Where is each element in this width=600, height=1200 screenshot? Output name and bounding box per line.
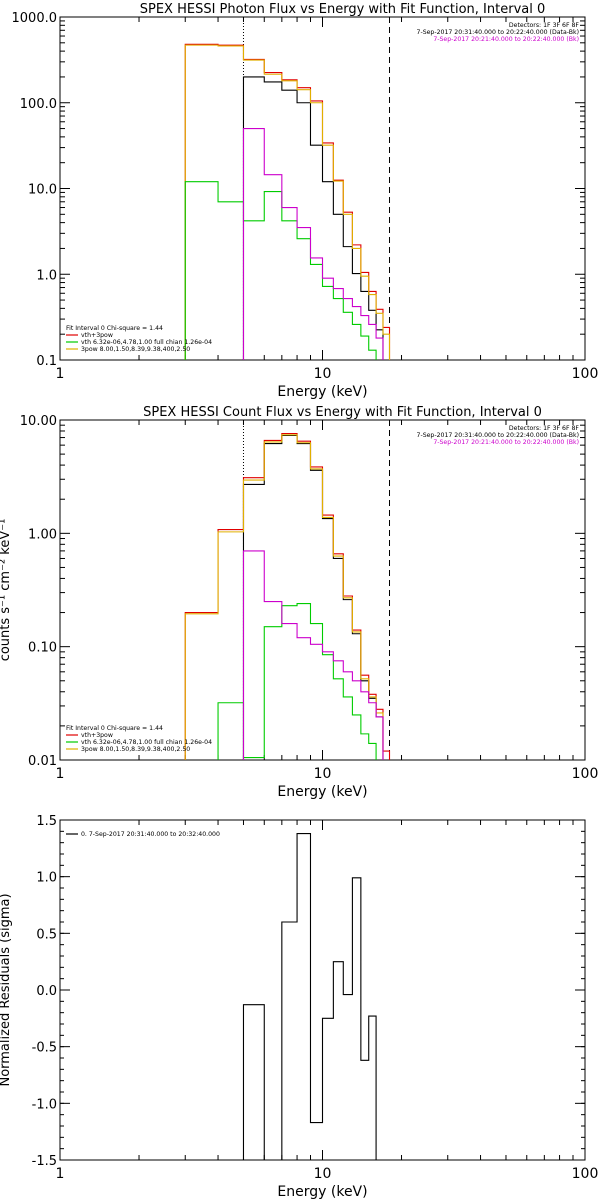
- series-line-1: [242, 76, 384, 360]
- legend-label: vth 6.32e-06,4.78,1.00 full chian 1.26e-…: [81, 339, 212, 346]
- series-group: [184, 432, 391, 760]
- series-group: [242, 833, 377, 1160]
- series-group: [184, 43, 391, 360]
- chart-title: SPEX HESSI Count Flux vs Energy with Fit…: [143, 405, 542, 420]
- y-tick-label: 1.00: [28, 527, 57, 542]
- x-tick-label: 10: [314, 1166, 332, 1182]
- chart-3: 1 10 100 -1.5 -1.0 -0.5 0.0 0.5 1.0 1.5 Energy (ke…: [0, 814, 598, 1200]
- x-tick-label: 10: [314, 366, 332, 382]
- y-tick-label: 1.0: [36, 268, 57, 283]
- y-axis-label: Normalized Residuals (sigma): [0, 893, 13, 1086]
- x-tick-label: 100: [572, 1166, 599, 1182]
- x-axis-label: Energy (keV): [277, 384, 367, 400]
- y-tick-label: 10.0: [28, 183, 57, 198]
- y-tick-label: -1.5: [32, 1154, 57, 1169]
- y-tick-label: 0.1: [36, 354, 57, 369]
- x-tick-label: 100: [572, 366, 599, 382]
- y-tick-label: 0.0: [36, 984, 57, 999]
- series-line-3: [184, 434, 384, 760]
- x-tick-label: 1: [56, 1166, 65, 1182]
- y-tick-label: 0.10: [28, 641, 57, 656]
- x-axis-label: Energy (keV): [277, 1184, 367, 1200]
- info-line: 7-Sep-2017 20:31:40.000 to 20:22:40.000 …: [417, 432, 579, 439]
- legend-label: 3pow 8.00,1.50,8.39,9.38,400,2.50: [81, 346, 190, 353]
- plot-frame: [59, 16, 586, 361]
- x-axis-label: Energy (keV): [277, 784, 367, 800]
- info-line: 7-Sep-2017 20:21:40.000 to 20:22:40.000 …: [433, 36, 579, 43]
- x-tick-label: 100: [572, 766, 599, 782]
- y-tick-label: 0.01: [28, 754, 57, 769]
- info-line: Detectors: 1F 3F 6F 8F: [509, 425, 580, 432]
- series-line-5: [242, 550, 384, 760]
- legend-label: vth+3pow: [81, 332, 113, 339]
- legend-label: vth 6.32e-06,4.78,1.00 full chian 1.26e-…: [81, 739, 212, 746]
- chart-title: SPEX HESSI Photon Flux vs Energy with Fi…: [140, 2, 546, 17]
- y-tick-label: 0.5: [36, 927, 57, 942]
- y-tick-label: -0.5: [32, 1041, 57, 1056]
- legend-label: Fit Interval 0 Chi-square = 1.44: [66, 725, 163, 732]
- series-line-2: [184, 43, 391, 360]
- y-tick-label: 1.0: [36, 871, 57, 886]
- y-tick-label: 10.00: [20, 414, 57, 429]
- x-tick-label: 10: [314, 766, 332, 782]
- series-line-2: [184, 432, 391, 760]
- y-axis-label: counts s⁻¹ cm⁻² keV⁻¹: [0, 519, 13, 662]
- series-line-5: [242, 128, 384, 360]
- legend-label: 3pow 8.00,1.50,8.39,9.38,400,2.50: [81, 746, 190, 753]
- legend-label: 0. 7-Sep-2017 20:31:40.000 to 20:32:40.0…: [81, 831, 220, 838]
- legend-label: vth+3pow: [81, 732, 113, 739]
- series-line-3: [184, 44, 391, 360]
- chart-1: 1 10 100 0.1 1.0 10.0 100.0 1000.0 SPEX HESSI Ph…: [12, 2, 599, 400]
- y-tick-label: 100.0: [20, 97, 57, 112]
- chart-2: 1 10 100 0.01 0.10 1.00 10.00 SPEX HESSI Count …: [0, 405, 599, 800]
- y-tick-label: 1.5: [36, 814, 57, 829]
- x-tick-label: 1: [56, 766, 65, 782]
- info-line: Detectors: 1F 3F 6F 8F: [509, 22, 580, 29]
- info-line: 7-Sep-2017 20:21:40.000 to 20:22:40.000 …: [433, 439, 579, 446]
- y-tick-label: 1000.0: [12, 11, 58, 26]
- series-line-1: [242, 833, 377, 1160]
- legend-label: Fit Interval 0 Chi-square = 1.44: [66, 325, 163, 332]
- info-line: 7-Sep-2017 20:31:40.000 to 20:22:40.000 …: [417, 29, 579, 36]
- x-tick-label: 1: [56, 366, 65, 382]
- y-tick-label: -1.0: [32, 1097, 57, 1112]
